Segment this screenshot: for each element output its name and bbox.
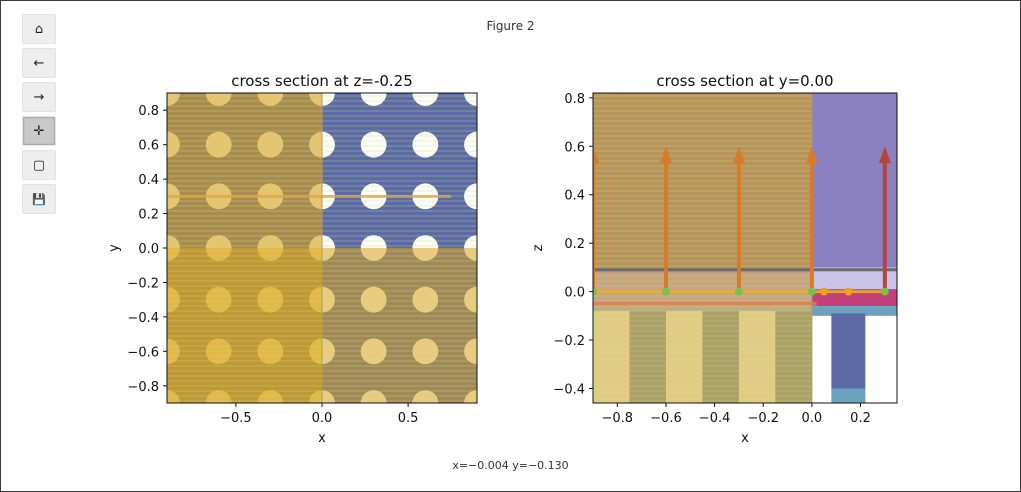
save-button[interactable]: 💾	[22, 184, 56, 214]
zoom-rect-icon: ▢	[32, 157, 46, 173]
navigation-toolbar: ⌂ ← → ✛ ▢ 💾	[22, 14, 56, 218]
save-icon: 💾	[32, 192, 46, 206]
home-icon: ⌂	[34, 21, 44, 37]
forward-button[interactable]: →	[22, 82, 56, 112]
home-button[interactable]: ⌂	[22, 14, 56, 44]
arrow-left-icon: ←	[33, 55, 45, 71]
figure-title: Figure 2	[486, 19, 535, 33]
back-button[interactable]: ←	[22, 48, 56, 78]
move-icon: ✛	[33, 123, 45, 139]
arrow-right-icon: →	[33, 89, 45, 105]
cursor-coordinates: x=−0.004 y=−0.130	[452, 459, 569, 472]
pan-button[interactable]: ✛	[22, 116, 56, 146]
zoom-button[interactable]: ▢	[22, 150, 56, 180]
